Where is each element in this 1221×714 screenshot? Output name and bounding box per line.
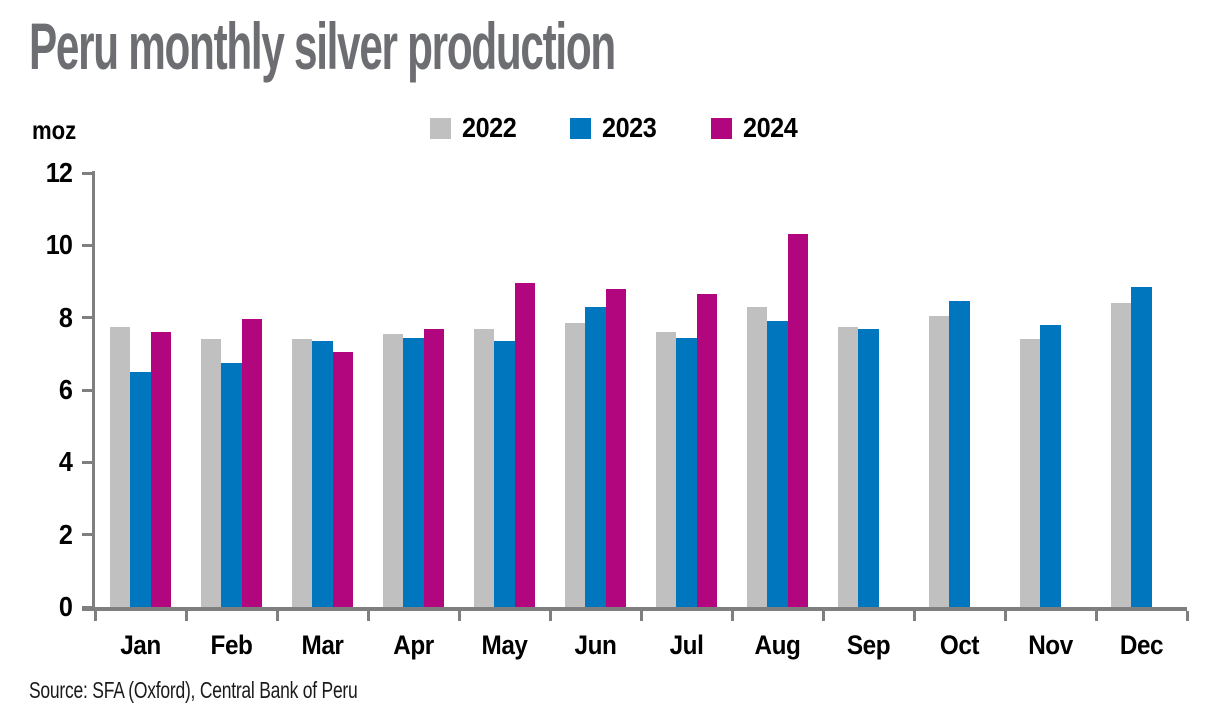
legend-item-2024: 2024 (710, 112, 803, 144)
bar-2023-May (494, 341, 515, 607)
bar-2022-Dec (1111, 303, 1132, 607)
legend-label-2022: 2022 (462, 112, 517, 143)
bar-2023-Oct (949, 301, 970, 607)
x-axis-tick-label: Aug (754, 630, 801, 660)
legend: 2022 2023 2024 (430, 112, 803, 144)
bar-2022-Mar (292, 339, 313, 607)
bar-2023-Jun (585, 306, 606, 607)
y-axis-tick (82, 388, 95, 392)
x-axis-tick (548, 611, 552, 621)
x-axis-tick (366, 611, 370, 621)
bar-2024-Jul (696, 294, 717, 607)
chart-title: Peru monthly silver production (29, 9, 616, 83)
bar-2022-Jun (565, 323, 586, 607)
x-axis-tick (275, 611, 279, 621)
x-axis-tick (184, 611, 188, 621)
bar-2023-Jan (130, 371, 151, 607)
x-axis-tick (1185, 611, 1189, 621)
legend-item-2023: 2023 (570, 112, 662, 144)
bar-2023-Sep (858, 328, 879, 607)
y-axis-tick (82, 243, 95, 247)
x-axis-tick-label: Mar (301, 630, 344, 660)
y-axis-unit-label: moz (32, 115, 77, 145)
x-axis-line (82, 607, 1187, 611)
bar-2023-Nov (1040, 324, 1061, 607)
bar-2022-Apr (383, 333, 404, 607)
x-axis-tick (730, 611, 734, 621)
bar-2024-Aug (787, 234, 808, 607)
bar-2023-Feb (221, 362, 242, 607)
legend-swatch-2024 (710, 117, 732, 139)
legend-label-2023: 2023 (602, 112, 657, 143)
bar-2024-Jun (605, 288, 626, 607)
y-axis-tick (82, 605, 95, 609)
bar-2022-May (474, 328, 495, 607)
legend-swatch-2022 (430, 117, 451, 139)
legend-item-2022: 2022 (430, 112, 522, 144)
bar-2023-Aug (767, 321, 788, 607)
bar-2022-Jul (656, 332, 677, 607)
x-axis-tick-label: Dec (1119, 630, 1164, 660)
x-axis-tick-label: Sep (846, 630, 891, 660)
bar-2023-Dec (1131, 286, 1152, 607)
bar-2023-Mar (312, 341, 333, 607)
bar-2022-Jan (110, 326, 131, 607)
y-axis-tick-label: 2 (58, 518, 73, 550)
y-axis-tick-label: 4 (58, 446, 73, 478)
x-axis-tick-label: Jul (669, 630, 704, 660)
x-axis-tick (457, 611, 461, 621)
x-axis-tick-label: Feb (210, 630, 253, 660)
x-axis-tick (1003, 611, 1007, 621)
y-axis-tick (82, 316, 95, 320)
y-axis-tick (82, 460, 95, 464)
legend-swatch-2023 (570, 117, 592, 139)
y-axis-tick-label: 6 (58, 374, 73, 405)
bar-2024-Mar (332, 352, 353, 607)
source-note: Source: SFA (Oxford), Central Bank of Pe… (29, 677, 358, 703)
x-axis-tick-label: Nov (1028, 630, 1073, 660)
x-axis-tick (93, 611, 97, 621)
bar-2023-Apr (403, 337, 424, 607)
y-axis-tick-label: 10 (45, 229, 73, 261)
legend-label-2024: 2024 (742, 112, 798, 143)
x-axis-tick (1094, 611, 1098, 621)
bar-2024-Apr (423, 328, 444, 607)
x-axis-tick (639, 611, 643, 621)
x-axis-tick-label: May (481, 630, 528, 660)
x-axis-tick-label: Apr (393, 630, 434, 660)
y-axis-tick-label: 0 (58, 591, 73, 622)
x-axis-tick-label: Oct (939, 630, 980, 660)
y-axis-tick (82, 171, 95, 175)
bar-2024-Jan (150, 332, 171, 607)
bar-2022-Sep (838, 326, 859, 607)
x-axis-tick (912, 611, 916, 621)
x-axis-tick (821, 611, 825, 621)
bar-2022-Aug (747, 306, 768, 607)
bar-2023-Jul (676, 337, 697, 607)
bar-2022-Oct (929, 315, 950, 607)
bar-2024-Feb (241, 319, 262, 607)
y-axis-tick (82, 533, 95, 537)
bar-2022-Feb (201, 339, 222, 607)
y-axis-tick-label: 8 (58, 301, 73, 333)
bar-2024-May (514, 283, 535, 607)
y-axis-tick-label: 12 (45, 157, 73, 188)
x-axis-tick-label: Jan (120, 630, 161, 660)
plot-area: 0 2 4 6 8 10 12 Jan Feb Mar Apr May Jun Jul Aug Sep Oct N… (46, 158, 1189, 660)
bar-2022-Nov (1020, 339, 1041, 607)
x-axis-tick-label: Jun (574, 630, 617, 660)
